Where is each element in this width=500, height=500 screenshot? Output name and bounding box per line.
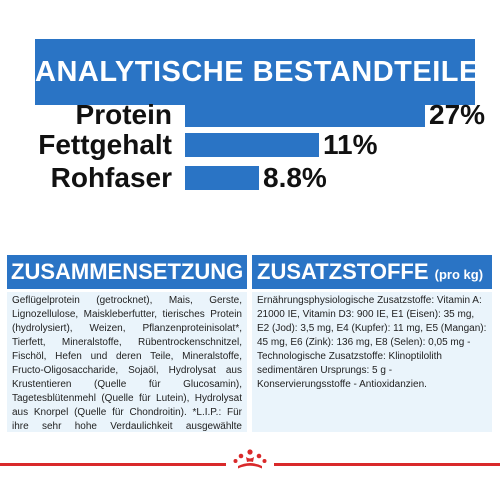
- additives-heading-suffix: (pro kg): [434, 267, 484, 282]
- additives-heading-text: ZUSATZSTOFFE: [257, 259, 429, 284]
- nutrient-value: 11%: [323, 129, 378, 160]
- nutrient-bar: [185, 166, 259, 190]
- additives-heading: ZUSATZSTOFFE (pro kg): [252, 255, 492, 289]
- title-banner: ANALYTISCHE BESTANDTEILE: [35, 39, 479, 105]
- nutrient-row-protein: Protein 27%: [0, 98, 500, 132]
- nutrient-label: Rohfaser: [50, 162, 172, 193]
- additives-text: Ernährungsphysiologische Zusatzstoffe: V…: [252, 292, 492, 432]
- nutrient-row-fettgehalt: Fettgehalt 11%: [0, 128, 500, 162]
- nutrient-value: 8.8%: [263, 162, 327, 193]
- composition-heading-text: ZUSAMMENSETZUNG: [11, 259, 244, 284]
- footer-line-left: [0, 463, 226, 466]
- crown-icon: [233, 449, 267, 469]
- composition-heading: ZUSAMMENSETZUNG: [7, 255, 247, 289]
- nutrient-bar: [185, 133, 319, 157]
- nutrient-bar: [185, 103, 425, 127]
- composition-text: Geflügelprotein (getrocknet), Mais, Gers…: [7, 292, 247, 432]
- nutrient-label: Fettgehalt: [38, 129, 172, 160]
- nutrient-value: 27%: [429, 99, 486, 130]
- footer-line-right: [274, 463, 500, 466]
- nutrient-row-rohfaser: Rohfaser 8.8%: [0, 161, 500, 195]
- page-title: ANALYTISCHE BESTANDTEILE: [35, 56, 479, 88]
- nutrient-label: Protein: [75, 99, 172, 130]
